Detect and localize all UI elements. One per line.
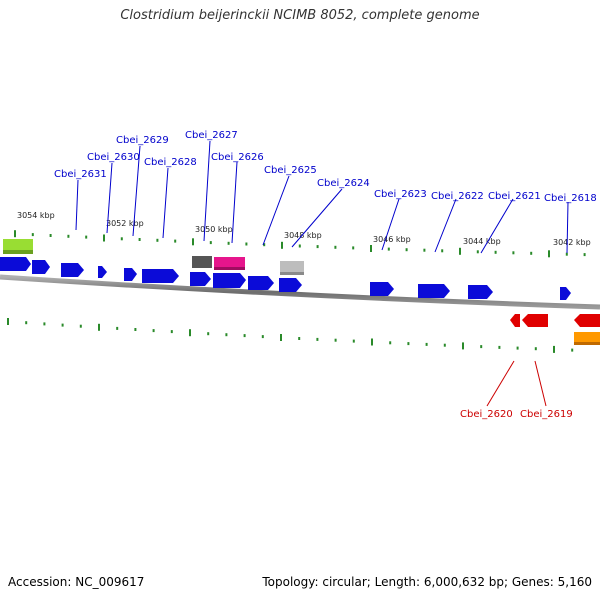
gene-arrow-reverse[interactable] <box>522 314 548 327</box>
reverse-gene-track <box>510 314 600 327</box>
gene-arrow-forward[interactable] <box>370 282 394 296</box>
gene-arrow-forward[interactable] <box>190 272 211 286</box>
accession-text: Accession: NC_009617 <box>8 575 145 589</box>
gene-arrow-forward[interactable] <box>61 263 84 277</box>
gene-arrow-forward[interactable] <box>468 285 493 299</box>
gene-arrow-reverse[interactable] <box>574 314 600 327</box>
kbp-label: 3042 kbp <box>553 238 591 247</box>
gene-arrow-forward[interactable] <box>248 276 274 290</box>
gene-arrow-forward[interactable] <box>279 278 302 292</box>
gene-label-forward[interactable]: Cbei_2621 <box>488 191 541 202</box>
gene-arrow-forward[interactable] <box>0 257 31 271</box>
feature-block-darkgray[interactable] <box>192 256 212 268</box>
gene-label-forward[interactable]: Cbei_2624 <box>317 178 370 189</box>
gene-arrow-forward[interactable] <box>213 273 246 288</box>
genome-backbone <box>0 274 600 310</box>
genome-title: Clostridium beijerinckii NCIMB 8052, com… <box>120 8 480 23</box>
gene-label-forward[interactable]: Cbei_2629 <box>116 135 169 146</box>
kbp-label: 3046 kbp <box>373 235 411 244</box>
kbp-label: 3050 kbp <box>195 225 233 234</box>
feature-block-magenta[interactable] <box>214 257 245 269</box>
forward-label-leaders <box>75 140 569 254</box>
kbp-label: 3048 kbp <box>284 231 322 240</box>
forward-gene-track <box>0 257 571 300</box>
gene-arrow-forward[interactable] <box>124 268 137 281</box>
gene-label-forward[interactable]: Cbei_2618 <box>544 193 597 204</box>
gene-label-forward[interactable]: Cbei_2630 <box>87 152 140 163</box>
gene-arrow-forward[interactable] <box>32 260 50 274</box>
lower-tick-track <box>7 318 574 353</box>
gene-arrow-forward[interactable] <box>418 284 450 298</box>
kbp-label: 3044 kbp <box>463 237 501 246</box>
kbp-label: 3054 kbp <box>17 211 55 220</box>
feature-block-orange[interactable] <box>574 332 600 344</box>
kbp-label: 3052 kbp <box>106 219 144 228</box>
gene-label-reverse[interactable]: Cbei_2619 <box>520 409 573 420</box>
gene-label-forward[interactable]: Cbei_2623 <box>374 189 427 200</box>
topology-text: Topology: circular; Length: 6,000,632 bp… <box>262 575 592 589</box>
feature-block-green[interactable] <box>3 239 33 253</box>
gene-label-forward[interactable]: Cbei_2631 <box>54 169 107 180</box>
gene-label-forward[interactable]: Cbei_2628 <box>144 157 197 168</box>
gene-arrow-reverse[interactable] <box>510 314 520 327</box>
gene-arrow-forward[interactable] <box>98 266 107 278</box>
feature-block-lightgray[interactable] <box>280 261 304 274</box>
gene-label-forward[interactable]: Cbei_2627 <box>185 130 238 141</box>
gene-arrow-forward[interactable] <box>560 287 571 300</box>
gene-arrow-forward[interactable] <box>142 269 179 283</box>
upper-tick-track <box>14 230 586 258</box>
gene-label-reverse[interactable]: Cbei_2620 <box>460 409 513 420</box>
gene-label-forward[interactable]: Cbei_2622 <box>431 191 484 202</box>
reverse-label-leaders <box>486 360 547 407</box>
gene-label-forward[interactable]: Cbei_2626 <box>211 152 264 163</box>
gene-label-forward[interactable]: Cbei_2625 <box>264 165 317 176</box>
